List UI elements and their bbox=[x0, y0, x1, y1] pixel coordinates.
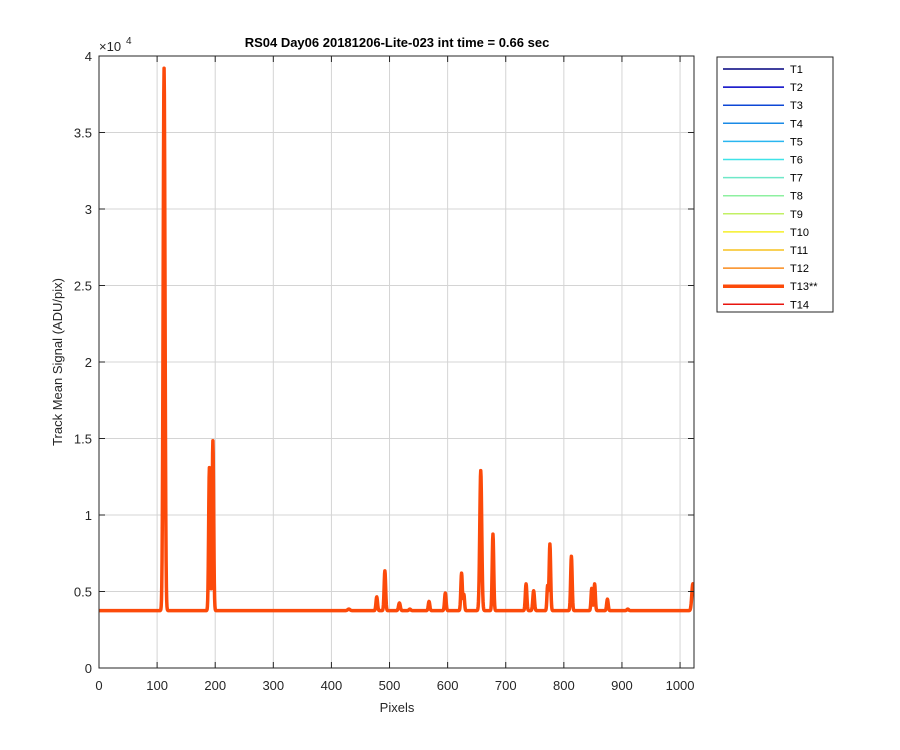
x-tick-label: 800 bbox=[553, 678, 575, 693]
y-axis-exponent: ×10 4 bbox=[99, 36, 132, 54]
legend-label-t7: T7 bbox=[790, 173, 803, 185]
legend-label-t10: T10 bbox=[790, 227, 809, 239]
y-tick-label: 3.5 bbox=[74, 126, 92, 141]
legend-label-t1: T1 bbox=[790, 64, 803, 76]
legend-box bbox=[716, 56, 834, 313]
series-lines bbox=[99, 66, 694, 613]
axis-ticks: 0 100 200 300 400 500 600 700 800 900 1000 0 0.5 1 1.5… bbox=[74, 49, 695, 693]
legend: T1 T2 T3 T4 T5 T6 T7 T8 T9 T10 T11 T12 T13** T14 bbox=[716, 56, 834, 313]
legend-items: T1 T2 T3 T4 T5 T6 T7 T8 T9 T10 T11 T12 T13** T14 bbox=[723, 64, 818, 311]
chart-title: RS04 Day06 20181206-Lite-023 int time = … bbox=[245, 35, 550, 50]
legend-label-t3: T3 bbox=[790, 100, 803, 112]
legend-label-t9: T9 bbox=[790, 209, 803, 221]
y-tick-label: 4 bbox=[85, 49, 92, 64]
y-tick-label: 1 bbox=[85, 508, 92, 523]
y-tick-label: 3 bbox=[85, 202, 92, 217]
y-axis-label: Track Mean Signal (ADU/pix) bbox=[50, 278, 65, 446]
legend-label-t5: T5 bbox=[790, 136, 803, 148]
y-tick-label: 2 bbox=[85, 355, 92, 370]
x-tick-label: 100 bbox=[146, 678, 168, 693]
series-line-t13 bbox=[99, 66, 694, 613]
legend-label-t12: T12 bbox=[790, 263, 809, 275]
x-tick-label: 700 bbox=[495, 678, 517, 693]
legend-label-t6: T6 bbox=[790, 155, 803, 167]
x-tick-label: 600 bbox=[437, 678, 459, 693]
y-tick-label: 2.5 bbox=[74, 279, 92, 294]
y-exponent-power: 4 bbox=[126, 36, 132, 47]
y-tick-label: 0.5 bbox=[74, 585, 92, 600]
legend-label-t13: T13** bbox=[790, 281, 818, 293]
x-tick-label: 300 bbox=[262, 678, 284, 693]
legend-label-t14: T14 bbox=[790, 299, 809, 311]
legend-label-t2: T2 bbox=[790, 82, 803, 94]
x-axis-label: Pixels bbox=[380, 700, 415, 715]
legend-label-t8: T8 bbox=[790, 191, 803, 203]
y-tick-label: 1.5 bbox=[74, 432, 92, 447]
x-tick-label: 500 bbox=[379, 678, 401, 693]
x-tick-label: 200 bbox=[204, 678, 226, 693]
x-tick-label: 1000 bbox=[666, 678, 695, 693]
legend-label-t4: T4 bbox=[790, 118, 803, 130]
legend-label-t11: T11 bbox=[790, 245, 808, 257]
plot-area: 0 100 200 300 400 500 600 700 800 900 1000 0 0.5 1 1.5… bbox=[74, 49, 695, 693]
x-tick-label: 400 bbox=[321, 678, 343, 693]
x-tick-label: 0 bbox=[95, 678, 102, 693]
x-tick-label: 900 bbox=[611, 678, 633, 693]
y-exponent-base: ×10 bbox=[99, 39, 121, 54]
y-tick-label: 0 bbox=[85, 661, 92, 676]
